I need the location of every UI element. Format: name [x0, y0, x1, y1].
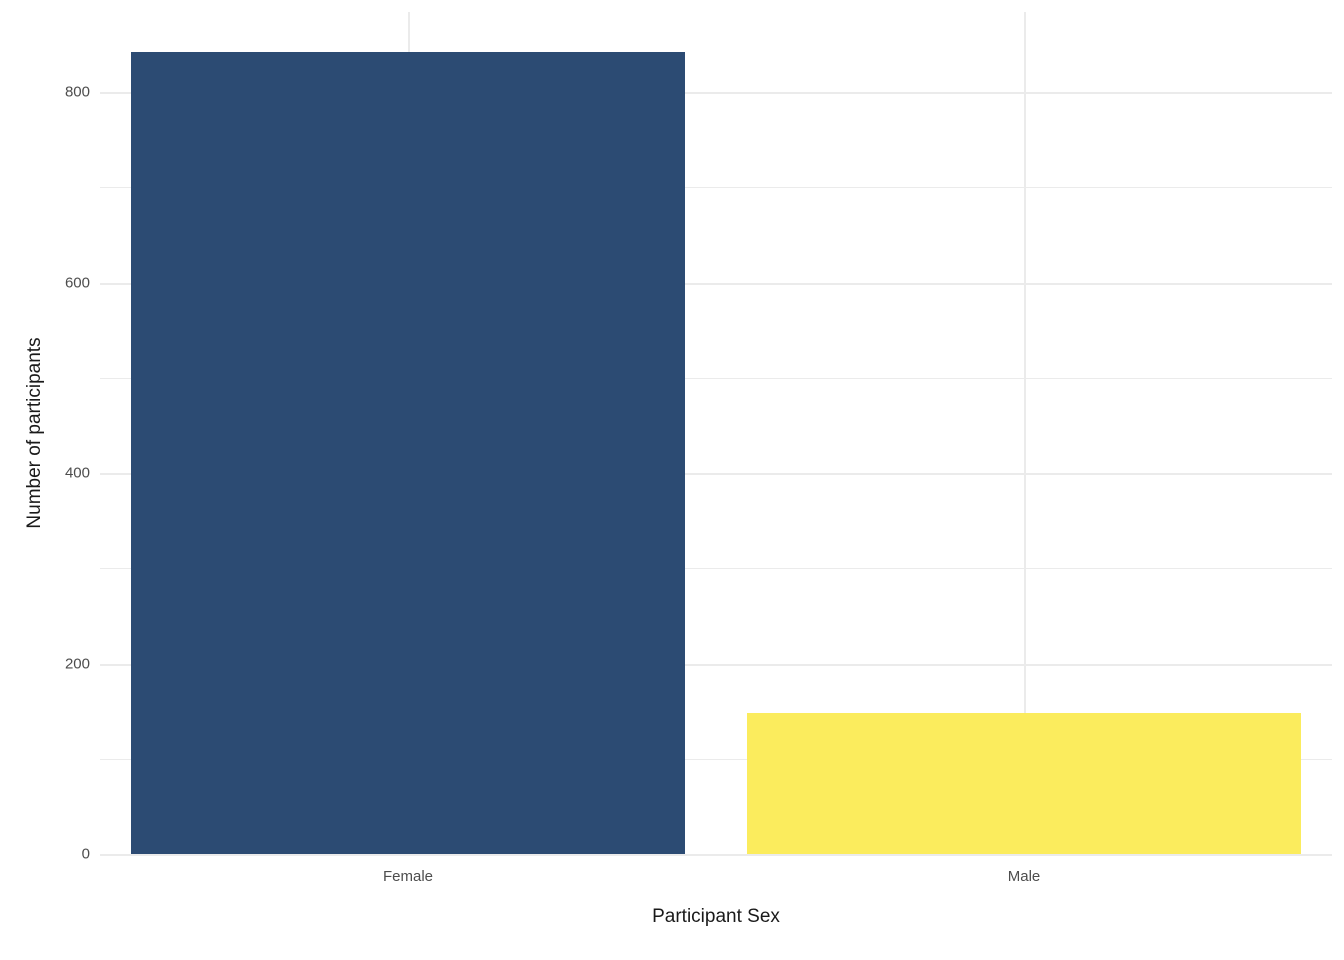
y-tick-label: 600 — [50, 274, 90, 291]
bar-female — [131, 52, 685, 854]
y-tick-label: 400 — [50, 465, 90, 482]
x-tick-label: Female — [383, 868, 433, 885]
x-tick-label: Male — [1008, 868, 1041, 885]
y-tick-label: 0 — [50, 846, 90, 863]
y-axis-title: Number of participants — [24, 337, 46, 528]
y-tick-label: 200 — [50, 655, 90, 672]
plot-area — [100, 12, 1332, 854]
bar-male — [747, 713, 1301, 854]
bar-chart: Number of participants Participant Sex 0… — [0, 0, 1344, 960]
x-axis-title: Participant Sex — [652, 906, 780, 928]
y-tick-label: 800 — [50, 84, 90, 101]
gridline-horizontal — [100, 854, 1332, 856]
